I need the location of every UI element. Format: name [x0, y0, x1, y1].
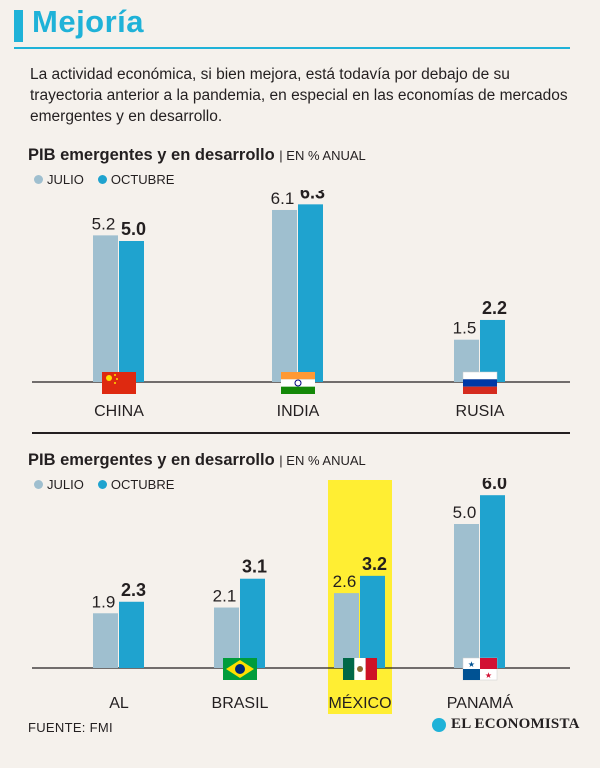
label-brasil-julio: 2.1 [213, 587, 237, 606]
bar-brasil-octubre [240, 578, 265, 668]
chart2-heading: PIB emergentes y en desarrollo | EN % AN… [28, 451, 366, 470]
legend2-octubre: OCTUBRE [97, 477, 175, 492]
label-al-julio: 1.9 [92, 592, 116, 611]
legend-octubre-swatch [97, 175, 107, 184]
category-label-al: AL [109, 695, 129, 712]
legend-octubre: OCTUBRE [97, 172, 175, 187]
label-panama-octubre: 6.0 [482, 478, 507, 493]
label-mexico-octubre: 3.2 [362, 554, 387, 574]
india-flag-icon [281, 372, 315, 394]
page-subtitle: La actividad económica, si bien mejora, … [30, 66, 568, 125]
legend2-octubre-label: OCTUBRE [110, 477, 175, 492]
source-note: FUENTE: FMI [28, 720, 113, 735]
chart2-title: PIB emergentes y en desarrollo [28, 451, 275, 469]
label-rusia-julio: 1.5 [453, 319, 477, 338]
chart1-title: PIB emergentes y en desarrollo [28, 146, 275, 164]
section-divider [32, 432, 570, 434]
bar-china-julio [93, 235, 118, 382]
category-label-brasil: BRASIL [212, 695, 269, 712]
bar-rusia-octubre [480, 319, 505, 382]
chart1-unit-separator: | [279, 148, 287, 163]
label-india-julio: 6.1 [271, 190, 295, 208]
label-mexico-julio: 2.6 [333, 572, 357, 591]
chart2-unit-separator: | [279, 453, 287, 468]
bar-india-julio [272, 209, 297, 382]
russia-flag-icon [462, 371, 498, 394]
chart1-heading: PIB emergentes y en desarrollo | EN % AN… [28, 146, 366, 165]
bar-panama-julio [454, 524, 479, 668]
title-divider [14, 47, 570, 49]
legend-julio-label: JULIO [47, 172, 84, 187]
title-accent-bar [14, 10, 23, 42]
chart2-legend: JULIO OCTUBRE [34, 477, 182, 492]
category-label-rusia: RUSIA [456, 403, 505, 420]
label-brasil-octubre: 3.1 [242, 557, 267, 577]
svg-text:★: ★ [468, 660, 475, 669]
bar-india-octubre [298, 204, 323, 382]
bar-al-julio [93, 613, 118, 668]
page-title: Mejoría [32, 4, 145, 39]
bar-china-octubre [119, 241, 144, 382]
legend-julio-swatch [34, 175, 43, 184]
category-label-china: CHINA [94, 403, 144, 420]
category-label-panama: PANAMÁ [447, 693, 514, 712]
label-india-octubre: 6.3 [300, 190, 325, 202]
legend2-julio-swatch [34, 480, 43, 489]
china-flag-icon [102, 372, 136, 394]
chart2-plot: 1.92.3AL2.13.1BRASIL2.63.2MÉXICO5.06.0★★… [32, 478, 570, 714]
svg-text:★: ★ [485, 671, 492, 680]
legend-octubre-label: OCTUBRE [110, 172, 175, 187]
category-label-india: INDIA [277, 403, 320, 420]
category-label-mexico: MÉXICO [328, 693, 391, 712]
legend2-julio: JULIO [34, 477, 84, 492]
label-panama-julio: 5.0 [453, 503, 477, 522]
bar-mexico-octubre [360, 575, 385, 668]
label-china-julio: 5.2 [92, 214, 116, 233]
bar-al-octubre [119, 601, 144, 668]
brand-name: EL ECONOMISTA [451, 716, 580, 732]
bar-brasil-julio [214, 607, 239, 668]
bar-mexico-julio [334, 593, 359, 668]
chart1-unit: EN % ANUAL [286, 148, 366, 163]
label-rusia-octubre: 2.2 [482, 298, 507, 318]
label-china-octubre: 5.0 [121, 219, 146, 239]
chart2-unit: EN % ANUAL [286, 453, 366, 468]
chart1-legend: JULIO OCTUBRE [34, 172, 182, 187]
label-al-octubre: 2.3 [121, 580, 146, 600]
legend2-octubre-swatch [97, 480, 107, 489]
brand-icon [432, 717, 446, 732]
chart1-plot: 5.2 5.0 CHINA 6.1 6.3 INDIA 1.5 2.2 RUSIA [32, 190, 570, 420]
brand-logo: EL ECONOMISTA [432, 716, 580, 733]
bar-panama-octubre [480, 495, 505, 668]
legend2-julio-label: JULIO [47, 477, 84, 492]
panama-flag-icon: ★★ [462, 657, 498, 681]
brazil-flag-icon [223, 658, 257, 680]
legend-julio: JULIO [34, 172, 84, 187]
mexico-flag-icon [343, 658, 377, 680]
